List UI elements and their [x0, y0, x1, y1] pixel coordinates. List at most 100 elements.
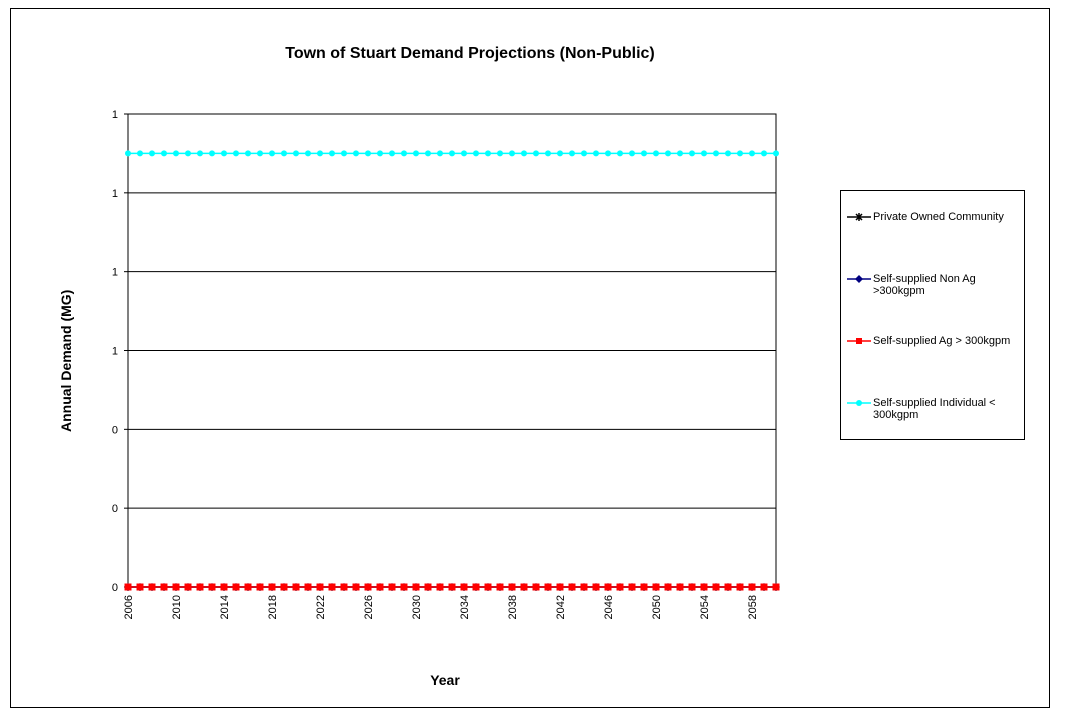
- data-point: [376, 583, 384, 591]
- data-point: [292, 583, 300, 591]
- data-point: [352, 583, 360, 591]
- legend: Private Owned Community Self-supplied No…: [840, 190, 1025, 440]
- data-point: [665, 150, 671, 157]
- data-point: [509, 150, 515, 157]
- data-point: [605, 150, 611, 157]
- data-point: [220, 583, 228, 591]
- data-point: [532, 583, 540, 591]
- data-point: [773, 150, 779, 157]
- data-point: [184, 583, 192, 591]
- data-point: [749, 150, 755, 157]
- data-point: [425, 150, 431, 157]
- chart-title: Town of Stuart Demand Projections (Non-P…: [285, 45, 655, 62]
- data-point: [473, 150, 479, 157]
- data-point: [569, 150, 575, 157]
- data-point: [724, 583, 732, 591]
- data-point: [641, 150, 647, 157]
- data-point: [209, 150, 215, 157]
- data-point: [125, 150, 131, 157]
- x-tick-label: 2038: [507, 595, 519, 619]
- data-point: [185, 150, 191, 157]
- legend-swatch-square-icon: [847, 338, 871, 344]
- data-point: [136, 583, 144, 591]
- legend-item-self-supplied-non-ag: Self-supplied Non Ag >300kgpm: [847, 273, 1022, 297]
- data-point: [580, 583, 588, 591]
- data-point: [497, 150, 503, 157]
- x-tick-label: 2030: [411, 595, 423, 619]
- y-axis-label: Annual Demand (MG): [58, 289, 74, 432]
- data-point: [244, 583, 252, 591]
- data-point: [677, 150, 683, 157]
- y-tick-label: 0: [112, 582, 118, 594]
- legend-item-private-owned-community: Private Owned Community: [847, 211, 1022, 223]
- data-point: [365, 150, 371, 157]
- data-point: [508, 583, 516, 591]
- data-point: [389, 150, 395, 157]
- data-point: [437, 150, 443, 157]
- x-tick-label: 2050: [651, 595, 663, 619]
- legend-label: Private Owned Community: [873, 211, 1004, 223]
- data-point: [401, 150, 407, 157]
- x-tick-label: 2054: [699, 595, 711, 619]
- data-point: [424, 583, 432, 591]
- legend-item-self-supplied-individual: Self-supplied Individual < 300kgpm: [847, 397, 1022, 421]
- data-point: [568, 583, 576, 591]
- data-point: [616, 583, 624, 591]
- data-point: [413, 150, 419, 157]
- y-tick-label: 0: [112, 424, 118, 436]
- data-point: [485, 150, 491, 157]
- data-point: [653, 150, 659, 157]
- data-point: [364, 583, 372, 591]
- x-axis-label: Year: [430, 672, 460, 688]
- data-point: [748, 583, 756, 591]
- data-point: [736, 583, 744, 591]
- data-point: [545, 150, 551, 157]
- data-point: [496, 583, 504, 591]
- data-point: [557, 150, 563, 157]
- data-point: [629, 150, 635, 157]
- data-point: [700, 583, 708, 591]
- data-point: [377, 150, 383, 157]
- data-point: [257, 150, 263, 157]
- data-point: [281, 150, 287, 157]
- x-tick-label: 2058: [747, 595, 759, 619]
- legend-swatch-circle-icon: [847, 400, 871, 406]
- data-point: [760, 583, 768, 591]
- data-point: [652, 583, 660, 591]
- data-point: [712, 583, 720, 591]
- x-tick-label: 2026: [363, 595, 375, 619]
- data-point: [305, 150, 311, 157]
- legend-item-self-supplied-ag: Self-supplied Ag > 300kgpm: [847, 335, 1022, 347]
- y-tick-label: 1: [112, 267, 118, 279]
- y-tick-label: 1: [112, 109, 118, 121]
- chart-plot: 1 1 1 1 0 0 0 2006 2010 2014 2018 2022 2026 2030 2034 2…: [112, 109, 780, 619]
- legend-label: Self-supplied Ag > 300kgpm: [873, 335, 1011, 347]
- data-point: [353, 150, 359, 157]
- data-point: [521, 150, 527, 157]
- data-point: [593, 150, 599, 157]
- data-point: [436, 583, 444, 591]
- data-point: [676, 583, 684, 591]
- data-point: [232, 583, 240, 591]
- data-point: [233, 150, 239, 157]
- legend-swatch-star-icon: [847, 213, 871, 221]
- data-point: [280, 583, 288, 591]
- x-tick-label: 2010: [171, 595, 183, 619]
- data-point: [197, 150, 203, 157]
- data-point: [640, 583, 648, 591]
- data-point: [341, 150, 347, 157]
- data-point: [173, 150, 179, 157]
- data-point: [388, 583, 396, 591]
- data-point: [581, 150, 587, 157]
- data-point: [592, 583, 600, 591]
- data-point: [688, 583, 696, 591]
- x-tick-label: 2034: [459, 595, 471, 619]
- data-point: [556, 583, 564, 591]
- data-point: [412, 583, 420, 591]
- data-point: [484, 583, 492, 591]
- data-point: [256, 583, 264, 591]
- data-point: [520, 583, 528, 591]
- x-tick-label: 2042: [555, 595, 567, 619]
- data-point: [761, 150, 767, 157]
- data-point: [737, 150, 743, 157]
